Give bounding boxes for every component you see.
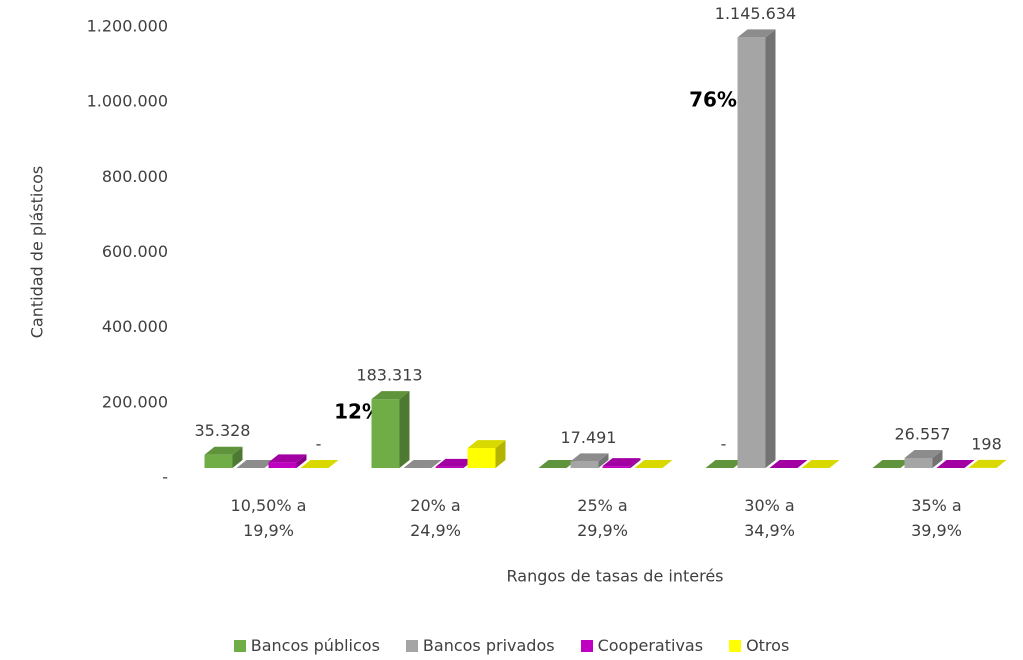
y-tick-label: 200.000 — [102, 392, 168, 411]
bar — [737, 37, 766, 468]
bar-top — [570, 453, 609, 462]
bar-side — [232, 446, 243, 468]
bar-top — [769, 460, 808, 468]
bar-top — [634, 460, 673, 468]
y-tick-label: - — [162, 468, 168, 487]
x-tick-label: 30% a 34,9% — [744, 496, 795, 540]
bar-top — [801, 460, 840, 468]
bar-top — [538, 460, 577, 468]
bar — [204, 454, 233, 468]
data-label: 198 — [971, 434, 1002, 453]
legend-item: Bancos privados — [405, 636, 555, 655]
bar-top — [737, 29, 776, 38]
bar-top — [268, 454, 307, 463]
data-label: - — [721, 435, 727, 454]
bar-top — [403, 460, 442, 468]
bar-top — [236, 460, 275, 468]
legend-item: Otros — [729, 636, 789, 655]
x-tick-label: 10,50% a 19,9% — [230, 496, 307, 540]
y-tick-label: 1.200.000 — [87, 17, 168, 36]
legend-swatch — [580, 640, 593, 652]
bar — [435, 466, 464, 468]
y-tick-label: 800.000 — [102, 167, 168, 186]
bar-side — [765, 29, 776, 468]
legend-label: Cooperativas — [597, 636, 704, 655]
bar-top — [705, 460, 744, 468]
legend-item: Bancos públicos — [233, 636, 380, 655]
bar — [467, 448, 496, 468]
y-tick-label: 1.000.000 — [87, 92, 168, 111]
data-label: 183.313 — [356, 366, 422, 385]
bar-top — [602, 458, 641, 467]
x-tick-label: 35% a 39,9% — [911, 496, 962, 540]
data-label: - — [316, 435, 322, 454]
bar-side — [495, 440, 506, 468]
data-label: 35.328 — [195, 421, 251, 440]
bar-top — [968, 459, 1007, 468]
bar-top — [936, 460, 975, 468]
bar — [371, 399, 400, 468]
y-axis-title: Cantidad de plásticos — [28, 166, 47, 339]
legend-label: Otros — [746, 636, 790, 655]
legend-swatch — [233, 640, 246, 652]
bar-side — [296, 454, 307, 468]
bar-top — [371, 391, 410, 400]
bar-side — [598, 453, 609, 468]
bar-top — [467, 440, 506, 449]
bar-side — [399, 391, 410, 468]
bar-top — [872, 460, 911, 468]
data-label: 26.557 — [895, 425, 951, 444]
annotation: 76% — [689, 88, 737, 112]
legend-label: Bancos públicos — [250, 636, 380, 655]
legend-item: Cooperativas — [580, 636, 704, 655]
bar-top — [904, 450, 943, 459]
legend-swatch — [729, 640, 742, 652]
bar — [602, 466, 631, 468]
x-tick-label: 20% a 24,9% — [410, 496, 461, 540]
legend-label: Bancos privados — [422, 636, 555, 655]
data-label: 17.491 — [561, 428, 617, 447]
x-axis-title: Rangos de tasas de interés — [507, 567, 724, 586]
bar-top — [204, 446, 243, 455]
bar-side — [996, 459, 1007, 468]
bar-side — [932, 450, 943, 468]
data-label: 1.145.634 — [715, 4, 796, 23]
bar-top — [435, 458, 474, 467]
legend-swatch — [405, 640, 418, 652]
bar-side — [630, 458, 641, 468]
bar-top — [300, 460, 339, 468]
y-tick-label: 600.000 — [102, 242, 168, 261]
x-tick-label: 25% a 29,9% — [577, 496, 628, 540]
bar — [570, 461, 599, 468]
bar — [904, 458, 933, 468]
bar — [268, 462, 297, 468]
y-tick-label: 400.000 — [102, 317, 168, 336]
legend: Bancos públicos Bancos privados Cooperativ… — [0, 636, 1023, 655]
